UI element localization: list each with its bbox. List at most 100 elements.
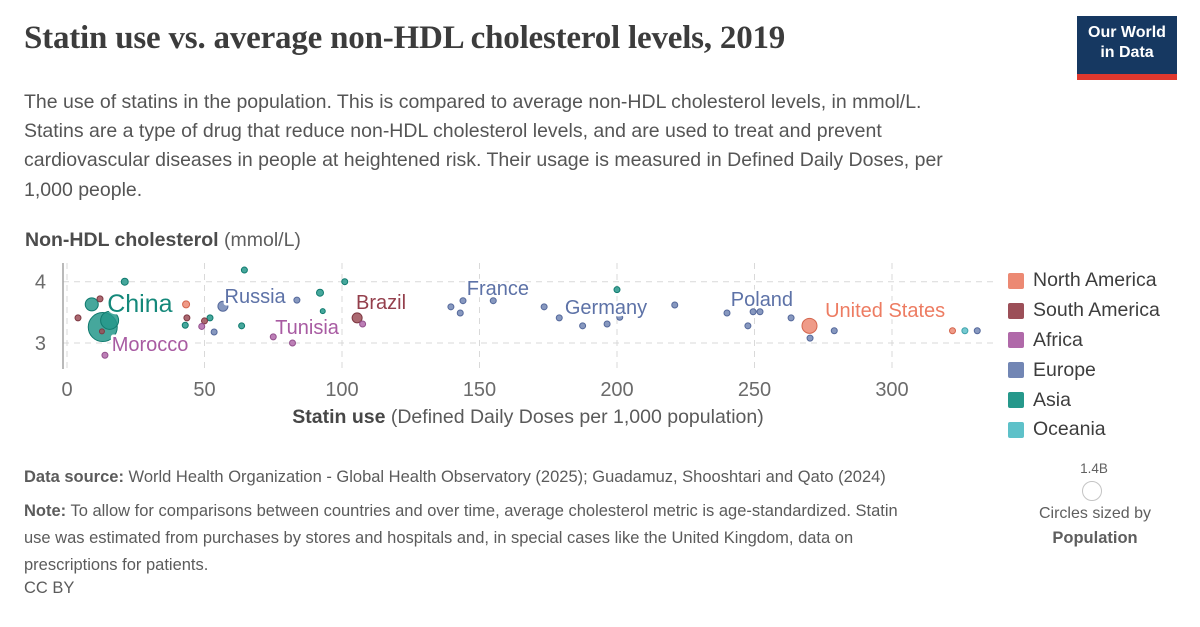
data-point-na[interactable] <box>949 327 956 335</box>
note-line: prescriptions for patients. <box>24 556 209 574</box>
data-point-eu[interactable] <box>973 327 981 335</box>
country-label-united-states: United States <box>825 300 945 322</box>
data-source-label: Data source: <box>24 468 124 486</box>
data-point-eu[interactable] <box>787 314 795 322</box>
continent-legend: North America South America Africa Europe As… <box>1008 266 1160 445</box>
country-label-china: China <box>107 290 172 318</box>
subtitle-line: 1,000 people. <box>24 178 143 201</box>
data-point-as[interactable] <box>181 321 189 329</box>
data-point-oc[interactable] <box>961 327 969 335</box>
data-point-eu[interactable] <box>489 297 497 305</box>
legend-item-as[interactable]: Asia <box>1008 385 1160 415</box>
data-point-as[interactable] <box>240 266 248 274</box>
data-point-as[interactable] <box>120 277 129 286</box>
data-point-eu[interactable] <box>555 314 563 322</box>
data-point-sa[interactable] <box>74 314 82 322</box>
x-tick-label: 200 <box>600 379 633 401</box>
country-label-morocco: Morocco <box>112 334 189 356</box>
data-point-as[interactable] <box>613 286 621 294</box>
country-label-poland: Poland <box>731 289 793 311</box>
data-point-na[interactable] <box>801 317 818 334</box>
data-point-eu[interactable] <box>671 301 679 309</box>
data-point-as[interactable] <box>316 288 324 297</box>
data-point-af[interactable] <box>269 333 277 341</box>
data-point-af[interactable] <box>198 322 206 330</box>
data-point-sa[interactable] <box>351 312 363 324</box>
legend-item-sa[interactable]: South America <box>1008 296 1160 326</box>
data-point-eu[interactable] <box>806 334 814 342</box>
legend-swatch <box>1008 421 1024 438</box>
data-point-eu[interactable] <box>293 296 301 304</box>
data-point-eu[interactable] <box>456 309 464 317</box>
y-tick-label: 4 <box>35 272 46 294</box>
legend-label: South America <box>1033 299 1160 322</box>
legend-label: North America <box>1033 269 1157 292</box>
y-axis-title: Non-HDL cholesterol (mmol/L) <box>25 229 301 252</box>
data-point-af[interactable] <box>359 320 367 328</box>
logo-line-1: Our World <box>1088 24 1166 41</box>
data-source-line: Data source: World Health Organization -… <box>24 467 886 487</box>
data-point-as[interactable] <box>206 314 214 322</box>
note-line: use was estimated from purchases by stor… <box>24 529 854 547</box>
legend-swatch <box>1008 392 1024 409</box>
country-label-brazil: Brazil <box>356 292 406 314</box>
legend-label: Oceania <box>1033 418 1106 441</box>
x-axis-title: Statin use (Defined Daily Doses per 1,00… <box>63 406 993 429</box>
country-label-france: France <box>467 278 529 300</box>
legend-label: Europe <box>1033 358 1096 381</box>
data-point-eu[interactable] <box>447 303 455 311</box>
logo-line-2: in Data <box>1100 43 1154 61</box>
data-point-af[interactable] <box>289 339 296 347</box>
legend-item-oc[interactable]: Oceania <box>1008 415 1160 445</box>
x-tick-label: 300 <box>875 379 908 401</box>
data-point-eu[interactable] <box>540 303 548 311</box>
x-axis-title-units: (Defined Daily Doses per 1,000 populatio… <box>385 406 764 428</box>
size-legend-caption-line1: Circles sized by <box>1038 505 1152 522</box>
legend-item-af[interactable]: Africa <box>1008 326 1160 356</box>
legend-item-eu[interactable]: Europe <box>1008 355 1160 385</box>
license-badge[interactable]: CC BY <box>24 579 75 597</box>
data-point-as[interactable] <box>319 308 326 315</box>
data-point-eu[interactable] <box>210 328 218 336</box>
data-point-eu[interactable] <box>749 308 757 316</box>
data-point-eu[interactable] <box>744 322 752 330</box>
data-point-sa[interactable] <box>98 328 105 335</box>
size-legend-circle <box>1082 481 1102 501</box>
data-point-sa[interactable] <box>96 295 104 303</box>
data-point-eu[interactable] <box>579 322 587 330</box>
size-legend-caption: Circles sized by Population <box>1012 505 1178 547</box>
page-title: Statin use vs. average non-HDL cholester… <box>24 20 786 56</box>
scatter-plot: 4 3 0 50 100 150 200 250 300 China Morocco Russia Tu… <box>35 263 993 401</box>
x-tick-label: 150 <box>463 379 496 401</box>
note-block: Note: To allow for comparisons between c… <box>24 498 1174 579</box>
data-point-eu[interactable] <box>723 309 731 317</box>
data-point-sa[interactable] <box>201 317 208 325</box>
subtitle-line: The use of statins in the population. Th… <box>24 91 922 113</box>
country-label-russia: Russia <box>225 286 287 308</box>
data-point-as[interactable] <box>84 297 99 312</box>
legend-label: Asia <box>1033 388 1071 411</box>
data-point-as[interactable] <box>100 310 120 330</box>
data-point-sa[interactable] <box>183 314 191 322</box>
data-point-eu[interactable] <box>756 308 764 316</box>
data-point-as[interactable] <box>341 278 349 286</box>
data-point-as[interactable] <box>238 322 246 330</box>
legend-swatch <box>1008 362 1024 379</box>
data-point-eu[interactable] <box>616 313 624 321</box>
size-legend-value: 1.4B <box>1080 461 1108 476</box>
x-tick-label: 250 <box>738 379 771 401</box>
chart-footer: Data source: World Health Organization -… <box>24 467 898 597</box>
size-legend-caption-line2: Population <box>1052 529 1138 547</box>
legend-swatch <box>1008 272 1024 289</box>
data-point-af[interactable] <box>101 351 109 359</box>
data-point-eu[interactable] <box>830 327 838 335</box>
data-point-eu[interactable] <box>603 320 611 328</box>
data-point-eu[interactable] <box>217 300 229 312</box>
country-label-germany: Germany <box>565 297 647 319</box>
data-point-eu[interactable] <box>459 297 467 305</box>
data-source-text: World Health Organization - Global Healt… <box>123 468 886 486</box>
data-point-na[interactable] <box>182 300 191 309</box>
legend-swatch <box>1008 332 1024 349</box>
legend-item-na[interactable]: North America <box>1008 266 1160 296</box>
